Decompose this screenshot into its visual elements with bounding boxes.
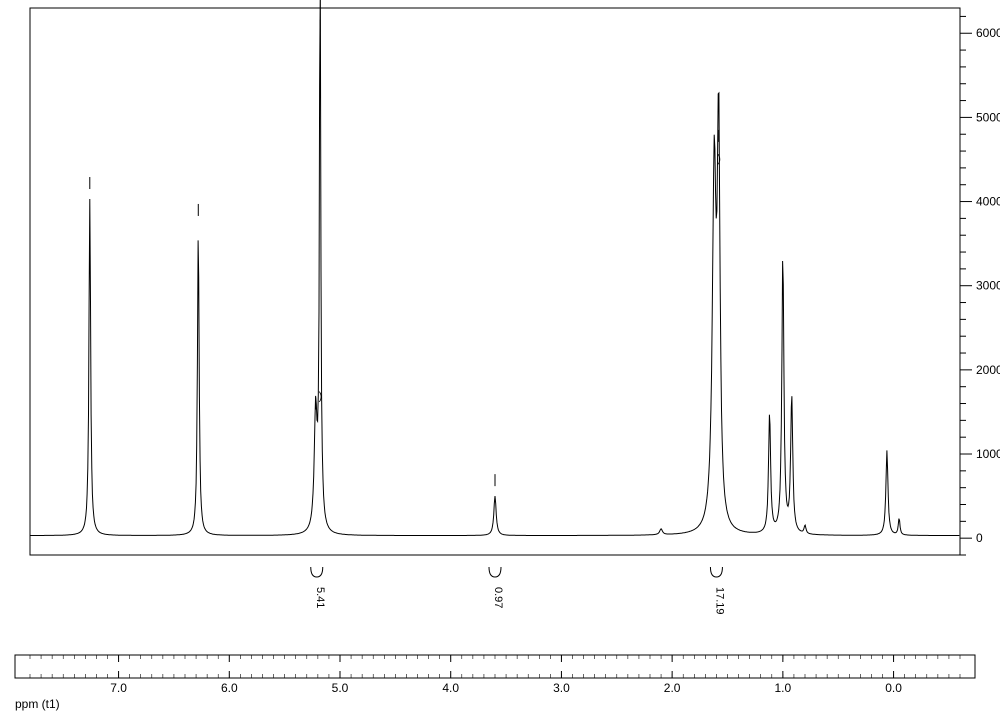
nmr-spectrum-chart: )) 0 1000 2000 3000 4000 5000 6000 5.41 0.97 17.19… [0, 0, 1000, 717]
svg-text:1.0: 1.0 [775, 681, 792, 695]
svg-text:5.41: 5.41 [314, 587, 326, 608]
svg-text:0.0: 0.0 [885, 681, 902, 695]
svg-text:0.97: 0.97 [492, 587, 504, 608]
svg-text:): ) [319, 391, 323, 403]
svg-text:5.0: 5.0 [332, 681, 349, 695]
svg-text:3000: 3000 [976, 279, 1000, 293]
svg-text:7.0: 7.0 [110, 681, 127, 695]
chart-svg: )) 0 1000 2000 3000 4000 5000 6000 5.41 0.97 17.19… [0, 0, 1000, 717]
svg-text:4000: 4000 [976, 195, 1000, 209]
svg-text:1000: 1000 [976, 447, 1000, 461]
svg-text:6000: 6000 [976, 26, 1000, 40]
svg-text:2.0: 2.0 [664, 681, 681, 695]
svg-text:17.19: 17.19 [713, 587, 725, 615]
svg-text:): ) [717, 153, 721, 165]
svg-text:3.0: 3.0 [553, 681, 570, 695]
svg-text:6.0: 6.0 [221, 681, 238, 695]
svg-text:0: 0 [976, 531, 983, 545]
svg-text:4.0: 4.0 [442, 681, 459, 695]
svg-text:2000: 2000 [976, 363, 1000, 377]
svg-text:5000: 5000 [976, 110, 1000, 124]
svg-text:ppm (t1): ppm (t1) [15, 697, 60, 711]
